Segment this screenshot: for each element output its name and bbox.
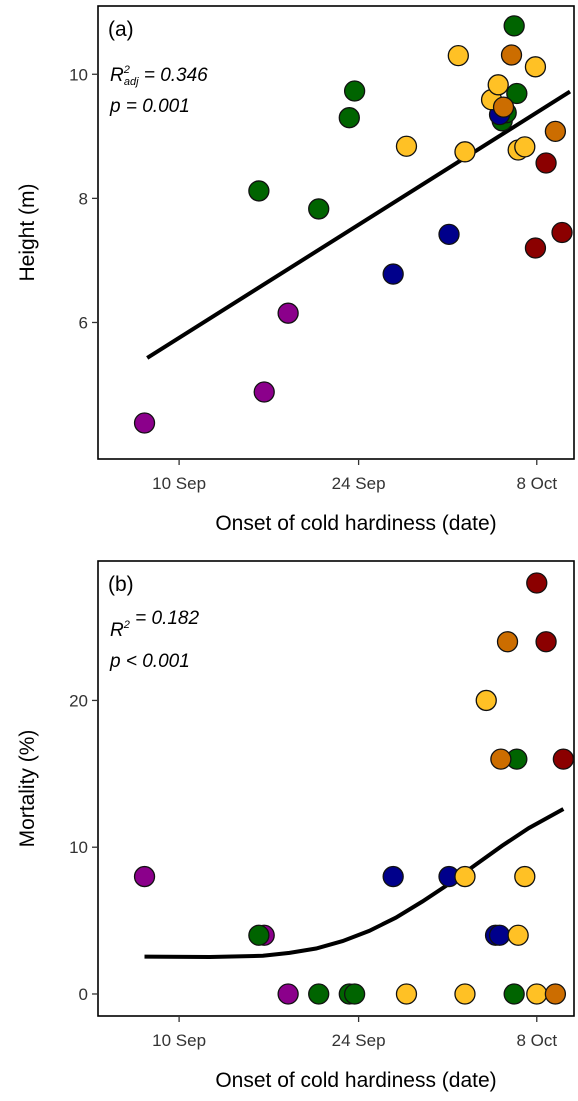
data-point <box>395 135 418 157</box>
data-point <box>343 983 366 1005</box>
data-point <box>382 263 404 285</box>
plot-frame <box>97 5 575 460</box>
panel-b: 10 Sep 24 Sep 8 Oct 0 10 20 Onset of cold hard… <box>16 560 575 1092</box>
x-axis-title: Onset of cold hardiness (date) <box>215 512 496 535</box>
data-point <box>544 983 567 1005</box>
data-point <box>343 80 366 102</box>
x-tick-label: 10 Sep <box>152 1031 206 1050</box>
panel-a: 10 Sep 24 Sep 8 Oct 6 8 10 Onset of cold hardi… <box>16 5 575 535</box>
x-tick-label: 10 Sep <box>152 474 206 493</box>
fit-line <box>146 89 572 360</box>
data-point <box>487 74 509 96</box>
y-tick-label: 6 <box>79 313 88 332</box>
panel-label: (a) <box>108 18 134 41</box>
data-point <box>544 120 567 143</box>
data-point <box>507 924 529 946</box>
data-point <box>535 152 557 174</box>
data-point <box>395 983 418 1005</box>
data-point <box>526 983 548 1005</box>
data-point <box>551 221 573 244</box>
stat-p: p < 0.001 <box>109 651 190 672</box>
data-point <box>382 865 404 888</box>
y-tick-label: 10 <box>69 65 88 84</box>
data-point <box>308 983 330 1005</box>
y-tick-label: 20 <box>69 691 88 710</box>
y-tick-label: 8 <box>79 189 88 208</box>
y-axis-title: Height (m) <box>16 183 39 281</box>
y-tick-label: 0 <box>79 985 88 1004</box>
data-point <box>526 572 548 594</box>
data-point <box>253 381 275 403</box>
data-point <box>524 56 547 78</box>
data-point <box>248 180 270 202</box>
data-point <box>454 141 476 163</box>
x-tick-label: 8 Oct <box>516 1031 557 1050</box>
data-point <box>475 689 497 712</box>
data-point <box>438 223 460 246</box>
data-point <box>514 136 536 158</box>
data-point <box>338 107 360 129</box>
data-point <box>454 865 476 888</box>
data-point <box>133 412 156 434</box>
data-point <box>506 82 528 105</box>
data-point <box>488 924 511 946</box>
data-point <box>277 302 299 324</box>
stat-r2: R2 = 0.182 <box>110 608 199 641</box>
data-point <box>503 15 525 37</box>
data-point <box>492 96 515 118</box>
y-tick-label: 10 <box>69 838 88 857</box>
data-point <box>454 983 476 1005</box>
data-point <box>500 44 523 66</box>
plot-frame <box>97 560 575 1017</box>
data-point <box>490 748 512 770</box>
x-axis-title: Onset of cold hardiness (date) <box>215 1069 496 1092</box>
data-point <box>248 924 270 946</box>
stat-p: p = 0.001 <box>109 96 190 117</box>
data-point <box>524 237 547 259</box>
data-point <box>133 865 156 888</box>
y-axis-title: Mortality (%) <box>16 730 39 848</box>
x-tick-label: 24 Sep <box>332 1031 386 1050</box>
data-point <box>552 748 575 770</box>
data-point <box>277 983 299 1005</box>
x-tick-label: 8 Oct <box>516 474 557 493</box>
data-point <box>447 44 469 67</box>
data-point <box>514 865 536 888</box>
data-point <box>503 983 525 1005</box>
stat-r2: R2 adj = 0.346 <box>110 64 208 88</box>
x-tick-label: 24 Sep <box>332 474 386 493</box>
data-point <box>496 631 519 653</box>
data-point <box>535 631 557 653</box>
data-point <box>308 198 330 220</box>
panel-label: (b) <box>108 573 134 596</box>
fit-line <box>144 807 565 960</box>
